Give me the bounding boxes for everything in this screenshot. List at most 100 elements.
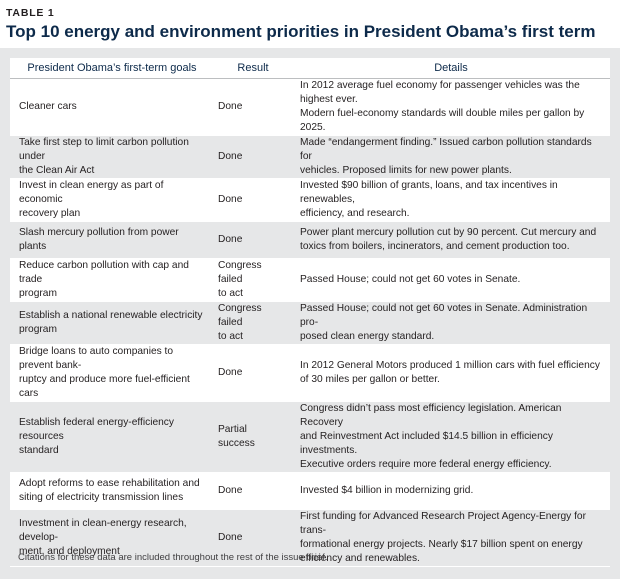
header-row: President Obama’s first-term goals Resul… (10, 58, 610, 79)
result-cell-line: to act (218, 331, 243, 342)
table-body: Cleaner cars Done In 2012 average fuel eco… (10, 78, 610, 567)
details-cell: In 2012 average fuel economy for passeng… (292, 78, 610, 136)
goal-cell: Bridge loans to auto companies to preven… (10, 344, 214, 402)
goal-cell: Adopt reforms to ease rehabilitation and… (10, 472, 214, 510)
goal-cell-line: Adopt reforms to ease rehabilitation and (19, 478, 200, 489)
table-row: Cleaner cars Done In 2012 average fuel eco… (10, 78, 610, 136)
goal-cell-line: Invest in clean energy as part of econom… (19, 180, 164, 205)
result-cell-line: Done (218, 532, 243, 543)
details-cell-line: Invested $90 billion of grants, loans, a… (300, 180, 558, 205)
result-cell-line: Done (218, 101, 243, 112)
details-cell-line: posed clean energy standard. (300, 331, 435, 342)
details-cell: First funding for Advanced Research Proj… (292, 509, 610, 567)
header-details: Details (292, 58, 610, 79)
result-cell: Done (214, 78, 292, 136)
goal-cell: Cleaner cars (10, 78, 214, 136)
goal-cell-line: ruptcy and produce more fuel-efficient c… (19, 374, 190, 399)
result-cell: Done (214, 509, 292, 567)
goal-cell-line: Bridge loans to auto companies to preven… (19, 346, 174, 371)
goal-cell-line: siting of electricity transmission lines (19, 492, 184, 503)
details-cell-line: efficiency, and research. (300, 208, 410, 219)
result-cell: Done (214, 135, 292, 179)
table-label: TABLE 1 (6, 7, 55, 19)
goal-cell: Reduce carbon pollution with cap and tra… (10, 258, 214, 302)
goal-cell-line: Slash mercury pollution from power plant… (19, 227, 179, 252)
table-row: Establish a national renewable electrici… (10, 301, 610, 345)
result-cell-line: Done (218, 367, 243, 378)
goal-cell-line: recovery plan (19, 208, 81, 219)
table-row: Bridge loans to auto companies to preven… (10, 344, 610, 402)
details-cell: Passed House; could not get 60 votes in … (292, 258, 610, 302)
details-cell-line: Modern fuel-economy standards will doubl… (300, 108, 585, 133)
details-cell-line: In 2012 average fuel economy for passeng… (300, 80, 580, 105)
details-cell-line: Invested $4 billion in modernizing grid. (300, 485, 474, 496)
result-cell-line: Done (218, 234, 243, 245)
goal-cell-line: Investment in clean-energy research, dev… (19, 518, 187, 543)
goal-cell: Slash mercury pollution from power plant… (10, 221, 214, 259)
details-cell-line: of 30 miles per gallon or better. (300, 374, 440, 385)
details-cell: Made “endangerment finding.” Issued carb… (292, 135, 610, 179)
table-row: Invest in clean energy as part of econom… (10, 178, 610, 222)
result-cell: Congress failed to act (214, 301, 292, 345)
table-row: Investment in clean-energy research, dev… (10, 509, 610, 567)
goal-cell-line: Establish a national renewable electrici… (19, 310, 203, 321)
details-cell: Invested $4 billion in modernizing grid. (292, 472, 610, 510)
details-cell-line: Passed House; could not get 60 votes in … (300, 303, 588, 328)
table-row: Adopt reforms to ease rehabilitation and… (10, 472, 610, 510)
goal-cell: Take first step to limit carbon pollutio… (10, 135, 214, 179)
details-cell-line: Executive orders require more federal en… (300, 459, 552, 470)
details-cell-line: efficiency and renewables. (300, 553, 420, 564)
goal-cell: Establish a national renewable electrici… (10, 301, 214, 345)
result-cell: Done (214, 344, 292, 402)
details-cell: Passed House; could not get 60 votes in … (292, 301, 610, 345)
header-goal: President Obama’s first-term goals (10, 58, 214, 79)
goal-cell-line: the Clean Air Act (19, 165, 95, 176)
result-cell: Done (214, 472, 292, 510)
goal-cell: Investment in clean-energy research, dev… (10, 509, 214, 567)
table-row: Slash mercury pollution from power plant… (10, 221, 610, 259)
details-cell-line: and Reinvestment Act included $14.5 bill… (300, 431, 553, 456)
table-row: Establish federal energy-efficiency reso… (10, 401, 610, 473)
result-cell-line: Done (218, 151, 243, 162)
goal-cell: Invest in clean energy as part of econom… (10, 178, 214, 222)
details-cell: Invested $90 billion of grants, loans, a… (292, 178, 610, 222)
result-cell-line: Congress failed (218, 260, 262, 285)
goal-cell-line: program (19, 324, 57, 335)
result-cell: Done (214, 221, 292, 259)
goal-cell-line: Take first step to limit carbon pollutio… (19, 137, 189, 162)
goal-cell-line: standard (19, 445, 59, 456)
goal-cell-line: Cleaner cars (19, 101, 77, 112)
details-cell: Power plant mercury pollution cut by 90 … (292, 221, 610, 259)
table-row: Take first step to limit carbon pollutio… (10, 135, 610, 179)
result-cell: Congress failed to act (214, 258, 292, 302)
details-cell: Congress didn’t pass most efficiency leg… (292, 401, 610, 473)
result-cell-line: Done (218, 194, 243, 205)
table-title: Top 10 energy and environment priorities… (6, 22, 596, 41)
goal-cell-line: Reduce carbon pollution with cap and tra… (19, 260, 189, 285)
details-cell-line: Passed House; could not get 60 votes in … (300, 274, 521, 285)
details-cell-line: vehicles. Proposed limits for new power … (300, 165, 512, 176)
result-cell: Done (214, 178, 292, 222)
details-cell-line: toxics from boilers, incinerators, and c… (300, 241, 570, 252)
result-cell-line: Partial success (218, 424, 255, 449)
goal-cell: Establish federal energy-efficiency reso… (10, 401, 214, 473)
result-cell-line: Congress failed (218, 303, 262, 328)
result-cell-line: to act (218, 288, 243, 299)
details-cell-line: First funding for Advanced Research Proj… (300, 511, 586, 536)
details-cell-line: Made “endangerment finding.” Issued carb… (300, 137, 592, 162)
details-cell: In 2012 General Motors produced 1 millio… (292, 344, 610, 402)
table-row: Reduce carbon pollution with cap and tra… (10, 258, 610, 302)
header-result: Result (214, 58, 292, 79)
details-cell-line: formational energy projects. Nearly $17 … (300, 539, 583, 550)
details-cell-line: In 2012 General Motors produced 1 millio… (300, 360, 600, 371)
goal-cell-line: program (19, 288, 57, 299)
goal-cell-line: Establish federal energy-efficiency reso… (19, 417, 174, 442)
goal-cell-line: ment, and deployment (19, 546, 120, 557)
details-cell-line: Power plant mercury pollution cut by 90 … (300, 227, 597, 238)
details-cell-line: Congress didn’t pass most efficiency leg… (300, 403, 562, 428)
result-cell: Partial success (214, 401, 292, 473)
result-cell-line: Done (218, 485, 243, 496)
priorities-table: President Obama’s first-term goals Resul… (10, 58, 610, 567)
footnote: Citations for these data are included th… (18, 552, 328, 563)
